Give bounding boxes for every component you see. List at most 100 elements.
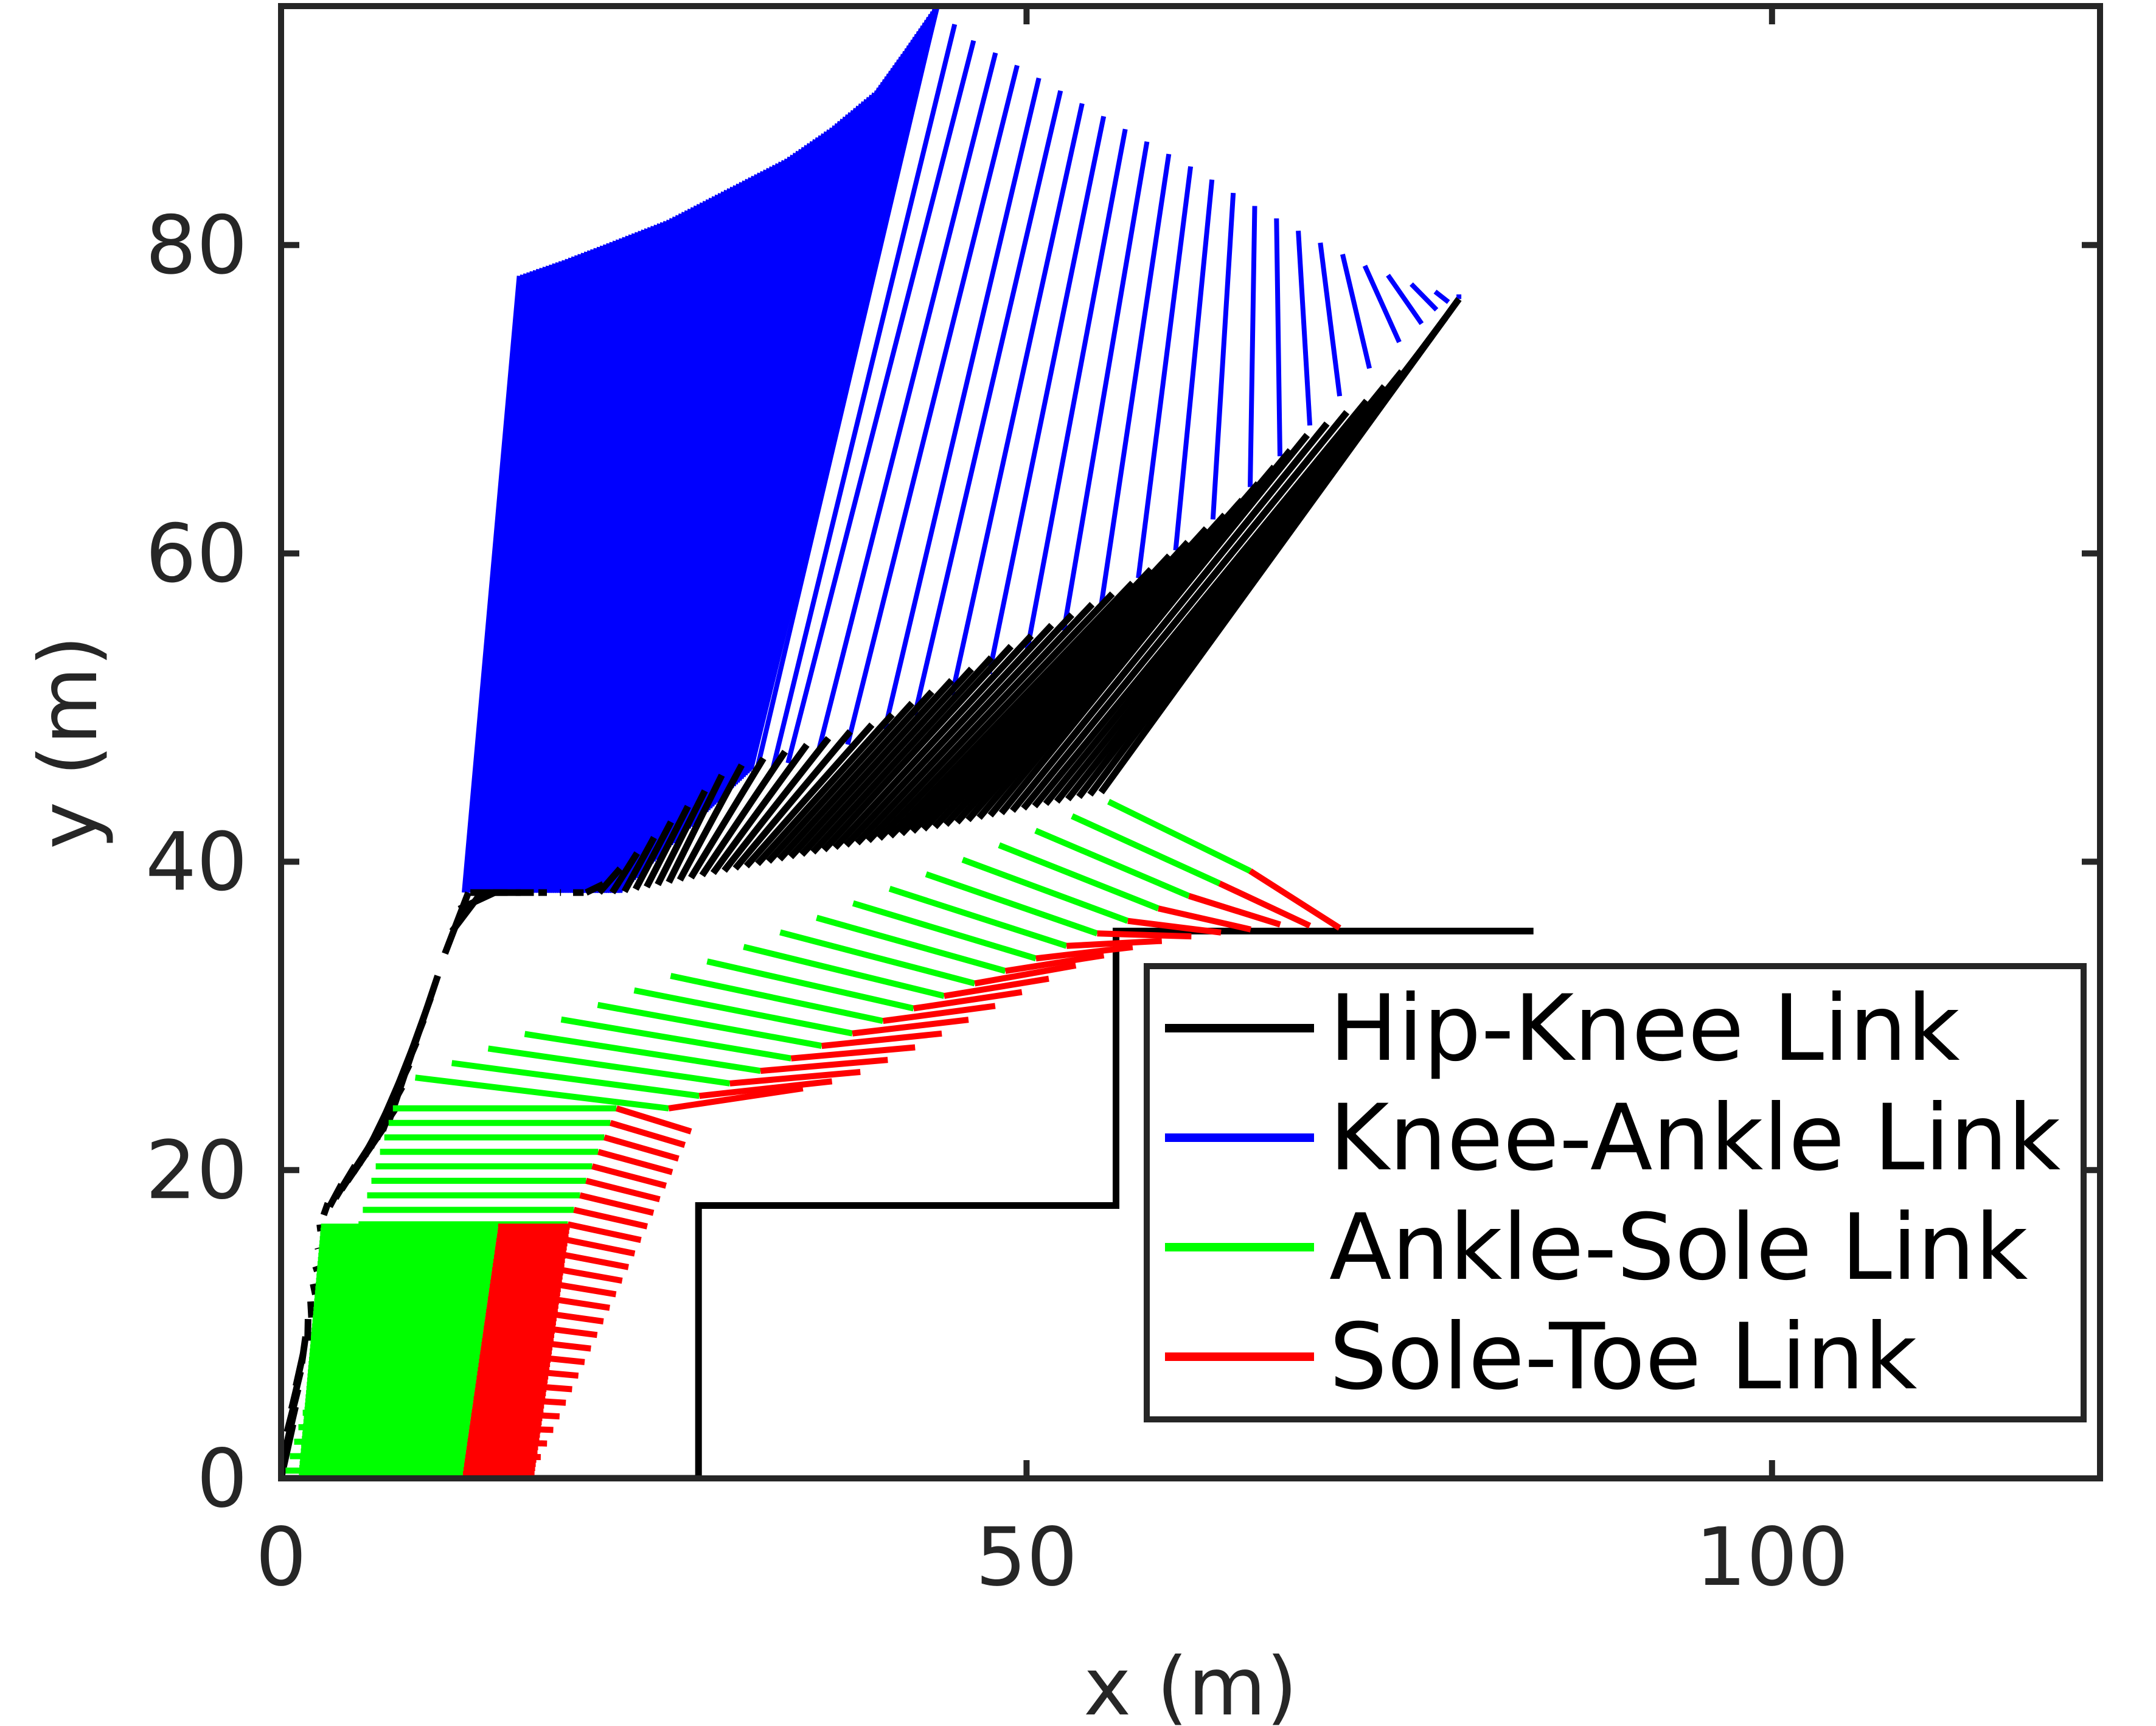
hip-knee-link: [888, 580, 1135, 839]
knee-ankle-link: [1318, 242, 1343, 397]
sole-toe-link: [1035, 944, 1133, 962]
hip-knee-link: [385, 975, 441, 1123]
x-tick-label: 0: [256, 1511, 307, 1604]
axes-box: [278, 3, 2103, 1481]
ankle-sole-link: [414, 1074, 669, 1112]
hip-knee-link: [932, 526, 1209, 829]
plot-area: [281, 6, 1534, 1478]
hip-knee-link: [855, 612, 1075, 846]
sole-toe-link: [1188, 893, 1281, 928]
knee-ankle-link: [1386, 274, 1424, 325]
y-tick-label: 60: [145, 507, 248, 601]
knee-ankle-link: [1061, 141, 1150, 631]
hip-knee-link: [732, 729, 853, 871]
hip-knee-link: [676, 763, 745, 882]
ankle-sole-link: [816, 914, 1006, 974]
hip-knee-link: [788, 678, 955, 860]
hip-knee-link: [799, 666, 974, 857]
ankle-sole-link: [925, 871, 1099, 937]
sole-toe-link: [882, 1003, 996, 1025]
ankle-sole-link: [633, 987, 854, 1037]
knee-ankle-link: [756, 6, 940, 765]
legend-label: Sole-Toe Link: [1329, 1304, 1917, 1410]
hip-knee-link: [1009, 421, 1330, 813]
hip-knee-link: [1098, 297, 1462, 795]
knee-ankle-link: [1296, 231, 1313, 426]
ankle-sole-link: [487, 1045, 731, 1087]
hip-knee-link: [899, 567, 1154, 837]
sole-toe-link: [1127, 917, 1222, 936]
ankle-sole-link: [1034, 827, 1191, 899]
hip-knee-link: [310, 1283, 319, 1295]
sole-toe-link: [944, 975, 1049, 999]
knee-ankle-link: [1136, 166, 1194, 579]
ankle-sole-link: [961, 857, 1129, 924]
sole-toe-link: [597, 1149, 673, 1175]
legend-box: [1144, 963, 2087, 1422]
hip-knee-link: [596, 866, 623, 895]
hip-knee-link: [810, 655, 994, 855]
ticks: 0 50 100 0 20 40 60 80: [145, 6, 2100, 1604]
hip-knee-link: [832, 633, 1034, 851]
hip-knee-link: [688, 756, 767, 880]
y-tick-label: 40: [145, 815, 248, 909]
x-tick-label: 100: [1695, 1511, 1849, 1604]
hip-knee-link: [821, 644, 1014, 852]
sole-toe-link: [579, 1192, 655, 1216]
ankle-sole-link: [560, 1016, 792, 1062]
y-tick-label: 80: [145, 199, 248, 293]
knee-ankle-link: [1024, 128, 1128, 655]
hip-knee-link: [585, 881, 605, 896]
sole-toe-link: [585, 1178, 661, 1203]
ankle-sole-link: [670, 973, 884, 1024]
sole-toe-link: [561, 1236, 636, 1257]
sole-toe-link: [698, 1078, 833, 1099]
sole-toe-link: [615, 1105, 692, 1135]
hip-knee-link: [866, 602, 1095, 843]
legend-label: Hip-Knee Link: [1329, 976, 1960, 1082]
ankle-sole-link: [451, 1060, 700, 1099]
hip-knee-link: [743, 722, 875, 869]
knee-ankle-link: [1210, 192, 1236, 520]
sole-toe-link: [1097, 930, 1192, 940]
sole-toe-link: [729, 1069, 861, 1087]
knee-ankle-link: [912, 90, 1063, 716]
hip-knee-link: [921, 540, 1191, 832]
sole-toe-link: [1066, 938, 1163, 949]
sole-toe-link: [591, 1163, 667, 1189]
x-axis-label: x (m): [1083, 1640, 1298, 1726]
hip-knee-link: [877, 591, 1115, 841]
sole-toe-link: [573, 1206, 649, 1230]
legend-label: Knee-Ankle Link: [1329, 1085, 2060, 1191]
sole-toe-link: [1248, 868, 1341, 931]
sole-toe-link: [821, 1030, 942, 1049]
hip-knee-link: [943, 512, 1228, 827]
hip-knee-link: [315, 1247, 322, 1250]
knee-ankle-link: [1173, 179, 1215, 551]
knee-ankle-link: [815, 52, 998, 754]
knee-ankle-link: [1248, 206, 1257, 487]
hip-knee-link: [1054, 369, 1405, 804]
hip-knee-link: [843, 622, 1054, 848]
sole-toe-link: [1218, 880, 1312, 929]
sole-toe-link: [603, 1134, 680, 1162]
hip-knee-link: [1021, 410, 1350, 811]
hip-knee-link: [655, 789, 708, 886]
knee-ankle-link: [770, 23, 958, 768]
hip-knee-link: [987, 448, 1293, 818]
hip-knee-link: [998, 433, 1310, 815]
hip-knee-link: [710, 743, 810, 875]
ankle-sole-link: [1107, 799, 1252, 874]
y-tick-label: 20: [145, 1124, 248, 1217]
sole-toe-link: [668, 1085, 804, 1112]
sole-toe-link: [852, 1017, 969, 1037]
hip-knee-link: [910, 553, 1172, 834]
hip-knee-link: [699, 750, 788, 877]
knee-ankle-link: [882, 77, 1041, 730]
knee-ankle-link: [1099, 153, 1172, 607]
hip-knee-link: [766, 701, 915, 864]
hip-knee-link: [755, 712, 895, 866]
knee-ankle-link: [987, 116, 1107, 675]
